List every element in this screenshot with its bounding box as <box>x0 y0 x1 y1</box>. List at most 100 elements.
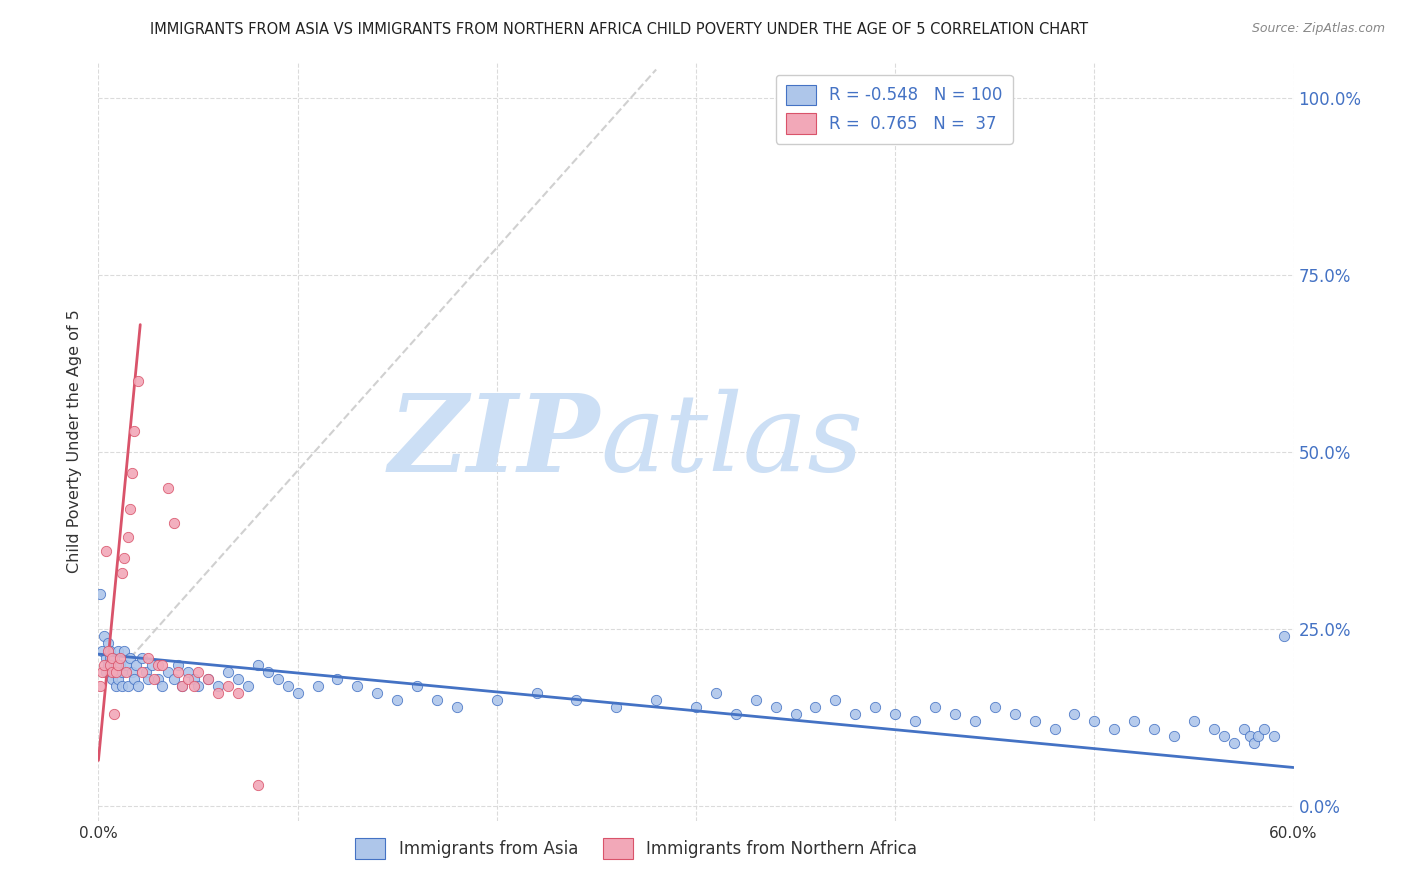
Point <box>105 679 128 693</box>
Point <box>163 672 186 686</box>
Point <box>1247 729 1270 743</box>
Point <box>177 672 200 686</box>
Point <box>884 707 907 722</box>
Point <box>1083 714 1105 729</box>
Point <box>98 657 122 672</box>
Point <box>115 657 138 672</box>
Point <box>197 672 219 686</box>
Point <box>366 686 388 700</box>
Point <box>150 657 173 672</box>
Point <box>111 566 134 580</box>
Point <box>157 665 180 679</box>
Text: Source: ZipAtlas.com: Source: ZipAtlas.com <box>1251 22 1385 36</box>
Point <box>101 665 124 679</box>
Point <box>765 700 787 714</box>
Point <box>115 665 138 679</box>
Text: ZIP: ZIP <box>389 389 600 494</box>
Point <box>96 544 118 558</box>
Point <box>724 707 747 722</box>
Point <box>1272 629 1295 643</box>
Point <box>89 679 111 693</box>
Point <box>177 665 200 679</box>
Point <box>124 424 146 438</box>
Point <box>148 672 170 686</box>
Point <box>785 707 807 722</box>
Point <box>101 672 124 686</box>
Point <box>1143 722 1166 736</box>
Point <box>136 650 159 665</box>
Text: atlas: atlas <box>600 389 863 494</box>
Point <box>89 587 111 601</box>
Point <box>326 672 349 686</box>
Point <box>1223 736 1246 750</box>
Point <box>107 657 129 672</box>
Point <box>183 679 205 693</box>
Point <box>426 693 449 707</box>
Point <box>226 686 249 700</box>
Point <box>96 650 118 665</box>
Point <box>704 686 727 700</box>
Point <box>226 672 249 686</box>
Point <box>131 650 153 665</box>
Point <box>107 672 129 686</box>
Point <box>645 693 668 707</box>
Point <box>1104 722 1126 736</box>
Point <box>207 686 229 700</box>
Legend: Immigrants from Asia, Immigrants from Northern Africa: Immigrants from Asia, Immigrants from No… <box>349 831 924 865</box>
Point <box>1233 722 1256 736</box>
Point <box>1253 722 1275 736</box>
Point <box>98 650 122 665</box>
Point <box>121 467 143 481</box>
Point <box>1202 722 1225 736</box>
Point <box>267 672 290 686</box>
Point <box>111 679 134 693</box>
Point <box>307 679 329 693</box>
Point <box>385 693 409 707</box>
Point <box>1063 707 1085 722</box>
Point <box>97 636 120 650</box>
Point <box>904 714 927 729</box>
Point <box>124 672 146 686</box>
Point <box>98 643 122 657</box>
Point <box>141 657 163 672</box>
Point <box>103 707 125 722</box>
Point <box>112 643 135 657</box>
Point <box>256 665 278 679</box>
Point <box>1212 729 1234 743</box>
Point <box>103 665 125 679</box>
Point <box>93 657 115 672</box>
Point <box>844 707 866 722</box>
Point <box>157 481 180 495</box>
Point <box>685 700 707 714</box>
Point <box>197 672 219 686</box>
Point <box>1263 729 1285 743</box>
Point <box>1163 729 1185 743</box>
Point <box>167 657 190 672</box>
Point <box>172 679 194 693</box>
Point <box>136 672 159 686</box>
Point <box>446 700 468 714</box>
Point <box>1024 714 1046 729</box>
Point <box>96 665 118 679</box>
Point <box>236 679 259 693</box>
Point <box>172 679 194 693</box>
Point <box>107 643 129 657</box>
Point <box>91 665 114 679</box>
Point <box>1043 722 1066 736</box>
Point <box>163 516 186 530</box>
Point <box>131 665 153 679</box>
Point <box>148 657 170 672</box>
Point <box>127 679 149 693</box>
Point <box>183 672 205 686</box>
Point <box>984 700 1007 714</box>
Point <box>117 530 139 544</box>
Point <box>865 700 887 714</box>
Point <box>1243 736 1265 750</box>
Point <box>91 643 114 657</box>
Point <box>120 650 142 665</box>
Point <box>120 501 142 516</box>
Point <box>1004 707 1026 722</box>
Point <box>605 700 627 714</box>
Point <box>943 707 966 722</box>
Point <box>105 657 128 672</box>
